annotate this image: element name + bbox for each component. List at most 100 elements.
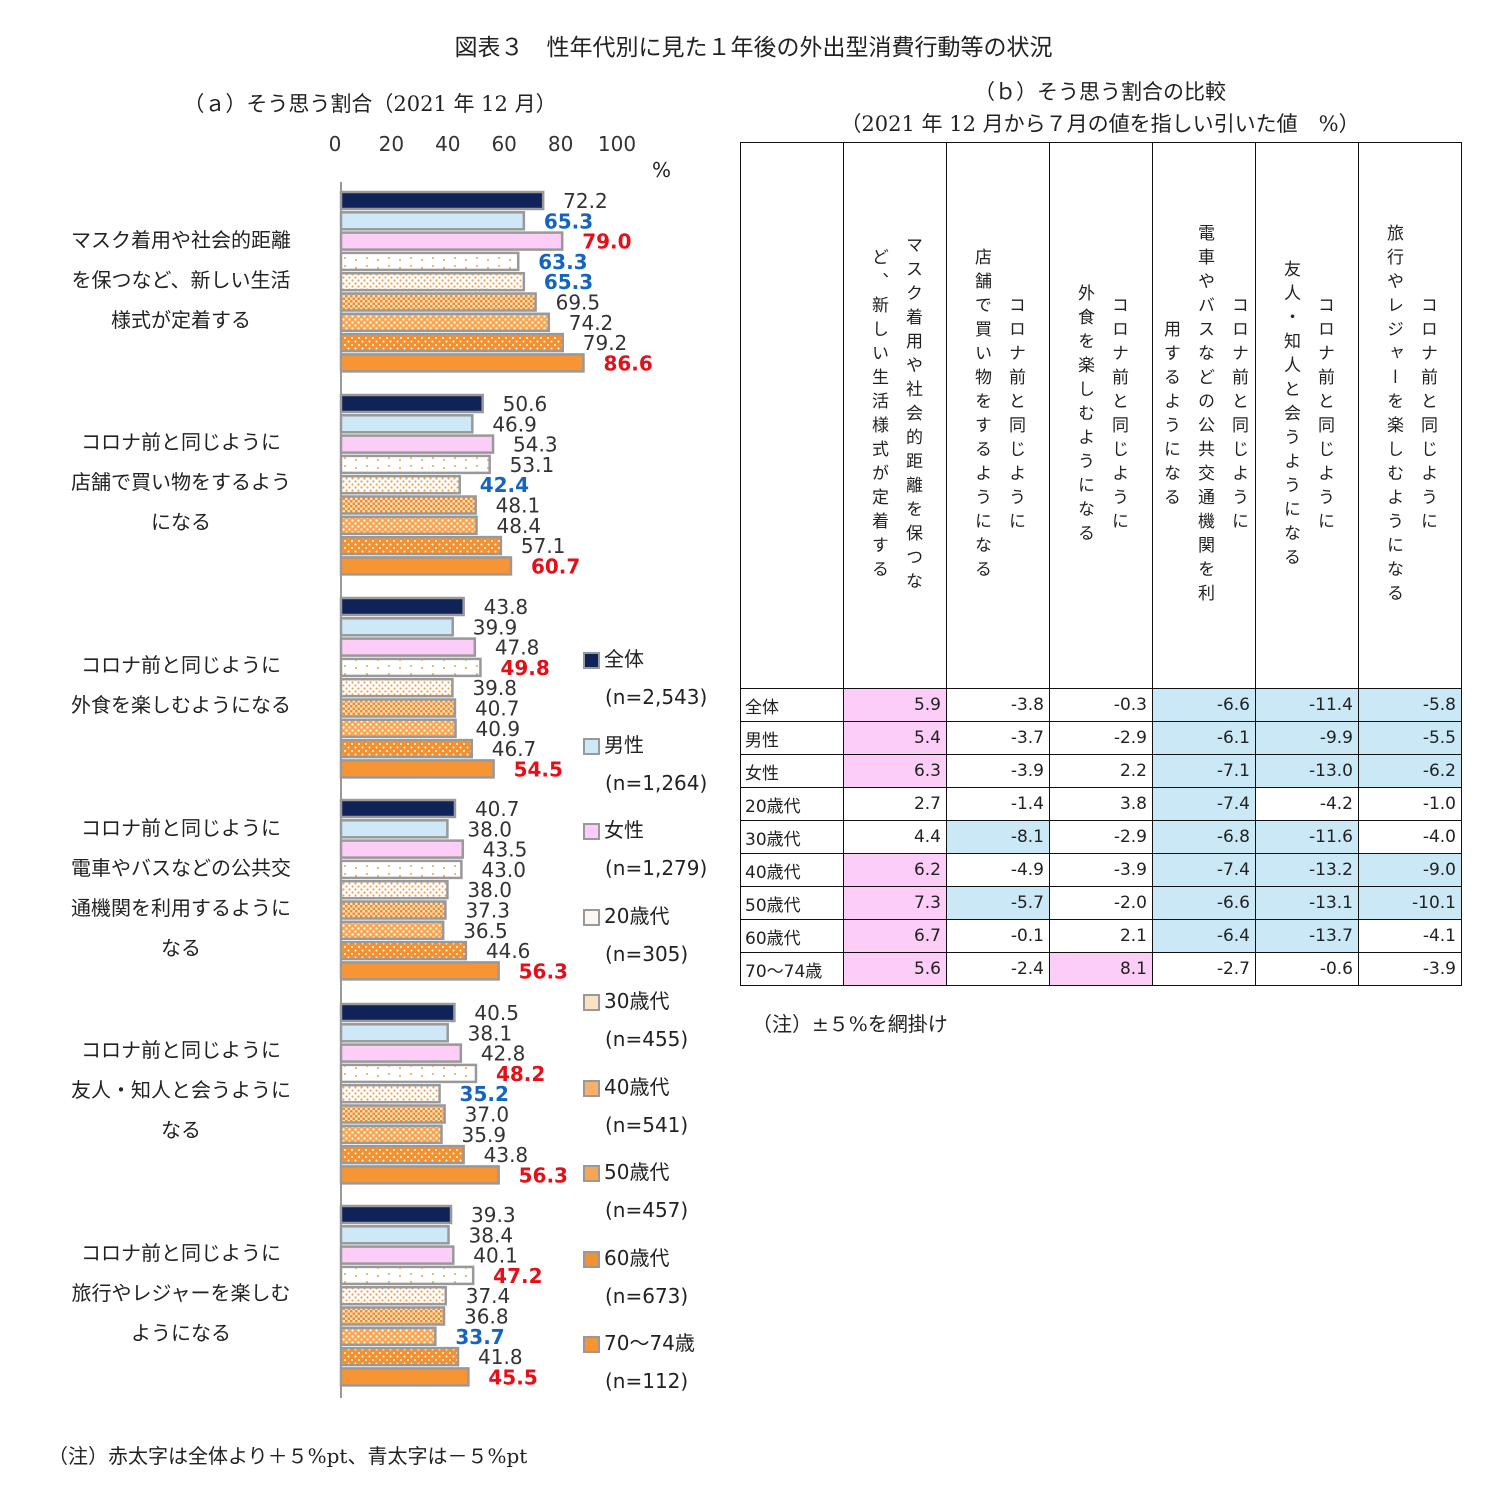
table-cell: 6.2 (843, 853, 947, 887)
category-label-line: 様式が定着する (111, 308, 251, 332)
column-header-line: コロナ前と同じように (1005, 295, 1025, 536)
table-cell: -1.0 (1358, 787, 1462, 821)
legend-label: 50歳代 (604, 1160, 670, 1184)
bar (339, 698, 457, 718)
legend-item: 30歳代 (583, 987, 669, 1015)
data-label: 63.3 (538, 250, 587, 274)
bar (339, 738, 474, 759)
legend-item: 60歳代 (583, 1244, 669, 1272)
legend-swatch (583, 1336, 600, 1353)
column-header-text: コロナ前と同じように 店舗で買い物をするようになる (964, 153, 1032, 678)
table-cell: -7.1 (1152, 754, 1256, 788)
row-label: 30歳代 (740, 820, 844, 854)
data-label: 57.1 (521, 534, 566, 558)
bar (339, 454, 491, 475)
bar (339, 1165, 500, 1185)
table-column-header: コロナ前と同じように 外食を楽しむようになる (1049, 142, 1153, 689)
data-label: 65.3 (544, 209, 593, 233)
table-cell: -3.9 (946, 754, 1050, 788)
table-cell: -13.7 (1255, 919, 1359, 953)
column-header-line: 外食を楽しむようになる (1074, 283, 1094, 548)
data-label: 72.2 (563, 189, 608, 213)
table-cell: -6.1 (1152, 721, 1256, 755)
bar (339, 393, 484, 414)
data-label: 33.7 (455, 1325, 504, 1349)
category-label: コロナ前と同じように 友人・知人と会うように なる (40, 1030, 322, 1150)
legend-swatch (583, 1165, 600, 1182)
table-cell: -4.1 (1358, 919, 1462, 953)
category-label: コロナ前と同じように 外食を楽しむようになる (40, 645, 322, 725)
x-tick-label: 20 (378, 132, 405, 156)
category-label-line: 旅行やレジャーを楽しむ (71, 1281, 291, 1305)
data-label: 37.3 (465, 899, 510, 923)
legend-n: (n=1,264) (605, 770, 708, 795)
table-cell: -3.8 (946, 688, 1050, 722)
table-cell: -0.6 (1255, 952, 1359, 986)
column-header-line: 旅行やレジャーを楽しむようになる (1383, 223, 1403, 608)
bar (339, 1285, 447, 1306)
category-label-line: 電車やバスなどの公共交 (71, 856, 291, 880)
table-column-header: コロナ前と同じように 電車やバスなどの公共交通機関を利 用するようになる (1152, 142, 1256, 689)
category-label-line: 外食を楽しむようになる (71, 693, 291, 717)
table-cell: -0.3 (1049, 688, 1153, 722)
table-cell: -9.9 (1255, 721, 1359, 755)
legend-item: 70～74歳 (583, 1329, 695, 1357)
table-cell: 2.1 (1049, 919, 1153, 953)
data-label: 74.2 (569, 311, 614, 335)
bar (339, 718, 457, 739)
column-header-line: 友人・知人と会うようになる (1280, 259, 1300, 572)
table-column-header: コロナ前と同じように 旅行やレジャーを楽しむようになる (1358, 142, 1462, 689)
bar (339, 1204, 453, 1225)
bar (339, 798, 457, 819)
legend-swatch (583, 737, 600, 755)
row-label: 70～74歳 (740, 952, 844, 986)
table-cell: 2.7 (843, 787, 947, 821)
panel-b-subtitle-line2: （2021 年 12 月から７月の値を指しい引いた値 %） (840, 112, 1360, 136)
legend-swatch (583, 1079, 600, 1097)
table-header-row: マスク着用や社会的距離を保つな ど、新しい生活様式が定着する コロナ前と同じように店… (740, 142, 1462, 689)
data-label: 37.0 (465, 1103, 510, 1127)
data-label: 56.3 (519, 1163, 568, 1187)
bar (339, 940, 468, 961)
comparison-table: マスク着用や社会的距離を保つな ど、新しい生活様式が定着する コロナ前と同じように店… (740, 142, 1462, 986)
bar (339, 211, 526, 231)
bar (339, 292, 537, 312)
table-row: 女性 6.3 -3.9 2.2 -7.1 -13.0 -6.2 (740, 754, 1462, 788)
table-cell: 5.6 (843, 952, 947, 986)
bar (339, 1367, 470, 1387)
bar (339, 1104, 446, 1124)
x-tick-label: 60 (491, 132, 517, 156)
bar (339, 1326, 437, 1347)
category-label-line: マスク着用や社会的距離 (71, 228, 291, 252)
legend-item: 全体 (583, 645, 644, 673)
legend-item: 男性 (583, 731, 644, 759)
table-cell: -13.0 (1255, 754, 1359, 788)
data-label: 42.8 (481, 1042, 526, 1066)
category-label-line: 店舗で買い物をするよう (71, 470, 291, 494)
legend-swatch (583, 908, 600, 926)
data-label: 35.9 (462, 1123, 507, 1147)
legend-label: 30歳代 (604, 989, 670, 1013)
bar (339, 1265, 475, 1286)
panel-b-note: （注）±５%を網掛け (752, 1012, 948, 1036)
legend-item: 50歳代 (583, 1158, 669, 1186)
legend-n: (n=305) (605, 941, 689, 966)
category-label-line: なる (161, 1118, 201, 1142)
table-cell: -2.9 (1049, 721, 1153, 755)
panel-b-subtitle: （ｂ）そう思う割合の比較 （2021 年 12 月から７月の値を指しい引いた値 … (740, 76, 1460, 140)
bar (339, 251, 520, 272)
table-row: 20歳代 2.7 -1.4 3.8 -7.4 -4.2 -1.0 (740, 787, 1462, 821)
table-cell: 3.8 (1049, 787, 1153, 821)
category-label-line: コロナ前と同じように (81, 1038, 281, 1062)
data-label: 47.8 (495, 636, 540, 660)
legend-swatch (583, 1250, 600, 1268)
table-row: 30歳代 4.4 -8.1 -2.9 -6.8 -11.6 -4.0 (740, 820, 1462, 854)
data-label: 38.4 (469, 1223, 514, 1247)
category-label-line: 通機関を利用するように (71, 896, 291, 920)
table-cell: -6.4 (1152, 919, 1256, 953)
category-label: コロナ前と同じように 旅行やレジャーを楽しむ ようになる (40, 1233, 322, 1353)
bar (339, 1002, 456, 1023)
bar (339, 839, 465, 859)
data-label: 36.8 (464, 1305, 509, 1329)
legend-label: 60歳代 (604, 1245, 670, 1270)
